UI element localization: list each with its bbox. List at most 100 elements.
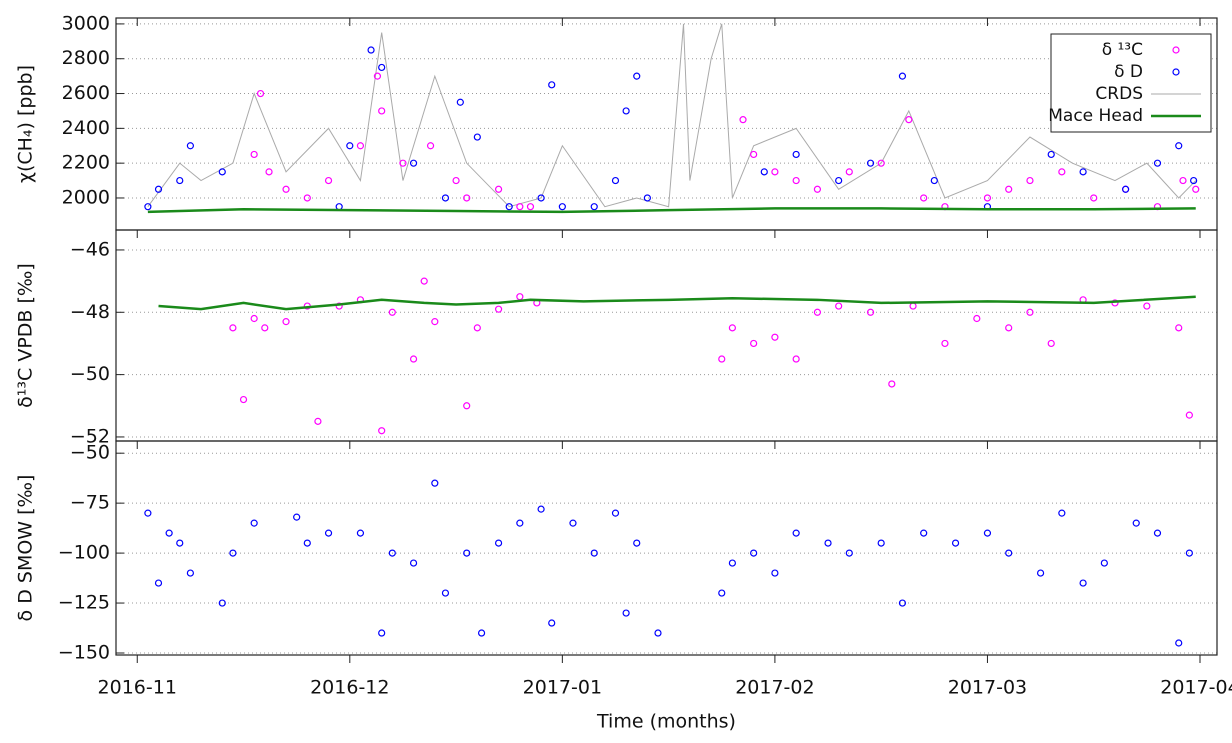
point <box>548 619 556 627</box>
series-line <box>147 23 1197 208</box>
point <box>905 116 913 124</box>
point <box>452 176 460 185</box>
point <box>373 72 382 80</box>
point <box>611 509 620 517</box>
point <box>356 529 365 537</box>
point <box>186 569 194 577</box>
point <box>378 107 386 115</box>
point <box>477 629 486 637</box>
point <box>176 539 184 547</box>
point <box>1185 411 1193 419</box>
point <box>367 46 375 54</box>
point <box>771 333 779 341</box>
y-tick-label: 2800 <box>62 47 110 69</box>
y-tick-label: 3000 <box>62 12 110 34</box>
point <box>973 314 981 323</box>
point <box>1026 176 1034 185</box>
x-tick-label: 2016-11 <box>98 677 177 699</box>
point <box>516 203 524 211</box>
point <box>909 302 917 310</box>
point <box>154 579 163 587</box>
point <box>261 324 269 332</box>
point <box>324 176 333 185</box>
point <box>590 203 598 211</box>
y-axis-label: δ¹³C VPDB [‰] <box>15 263 37 408</box>
point <box>1058 168 1066 176</box>
y-tick-label: −50 <box>70 363 110 385</box>
point <box>537 505 545 513</box>
point <box>516 293 524 301</box>
point <box>643 194 651 202</box>
point <box>324 529 333 537</box>
point <box>718 589 726 597</box>
point <box>590 549 598 557</box>
point <box>633 539 641 547</box>
point <box>431 479 439 487</box>
point <box>1079 579 1087 587</box>
series-line <box>158 295 1196 311</box>
point <box>456 98 464 106</box>
point <box>1005 324 1013 332</box>
point <box>718 355 726 363</box>
y-tick-label: −46 <box>70 238 110 260</box>
point <box>154 185 163 193</box>
point <box>250 314 258 323</box>
point <box>877 159 885 167</box>
point <box>409 559 418 567</box>
point <box>399 159 407 167</box>
point <box>494 185 503 193</box>
point <box>282 318 290 326</box>
point <box>750 549 758 557</box>
point <box>888 380 896 388</box>
x-tick-label: 2017-04 <box>1160 677 1232 699</box>
point <box>866 308 875 316</box>
y-tick-label: −48 <box>70 301 110 323</box>
series-line <box>147 207 1196 214</box>
point <box>920 194 928 202</box>
point <box>813 308 822 316</box>
point <box>750 150 758 159</box>
point <box>303 194 311 202</box>
point <box>792 529 800 537</box>
point <box>1143 302 1151 310</box>
legend-swatch <box>1172 68 1180 76</box>
point <box>1090 194 1098 202</box>
point <box>930 176 938 185</box>
point <box>473 133 481 141</box>
point <box>388 549 396 557</box>
point <box>463 402 471 410</box>
y-tick-label: 2600 <box>62 82 110 104</box>
point <box>335 302 343 310</box>
point <box>941 339 949 348</box>
point <box>229 549 237 557</box>
point <box>441 589 450 597</box>
y-tick-label: 2400 <box>62 117 110 139</box>
plot-frame <box>115 229 1218 442</box>
point <box>760 168 768 176</box>
point <box>611 176 620 185</box>
y-tick-label: −100 <box>58 542 110 564</box>
point <box>728 324 736 332</box>
y-tick-label: −150 <box>58 642 110 664</box>
point <box>265 168 273 176</box>
legend-label: Mace Head <box>1048 106 1143 126</box>
point <box>771 168 779 176</box>
point <box>473 324 481 332</box>
point <box>920 529 928 537</box>
point <box>218 599 226 607</box>
point <box>441 194 450 202</box>
point <box>845 168 853 176</box>
point <box>256 89 265 98</box>
x-tick-label: 2017-01 <box>523 677 602 699</box>
point <box>282 185 290 193</box>
x-tick-label: 2016-12 <box>310 677 389 699</box>
point <box>622 609 630 617</box>
point <box>569 519 577 527</box>
point <box>792 150 800 159</box>
y-tick-label: −125 <box>58 592 110 614</box>
point <box>218 168 226 176</box>
point <box>426 142 435 150</box>
point <box>1153 529 1162 537</box>
point <box>558 203 566 211</box>
